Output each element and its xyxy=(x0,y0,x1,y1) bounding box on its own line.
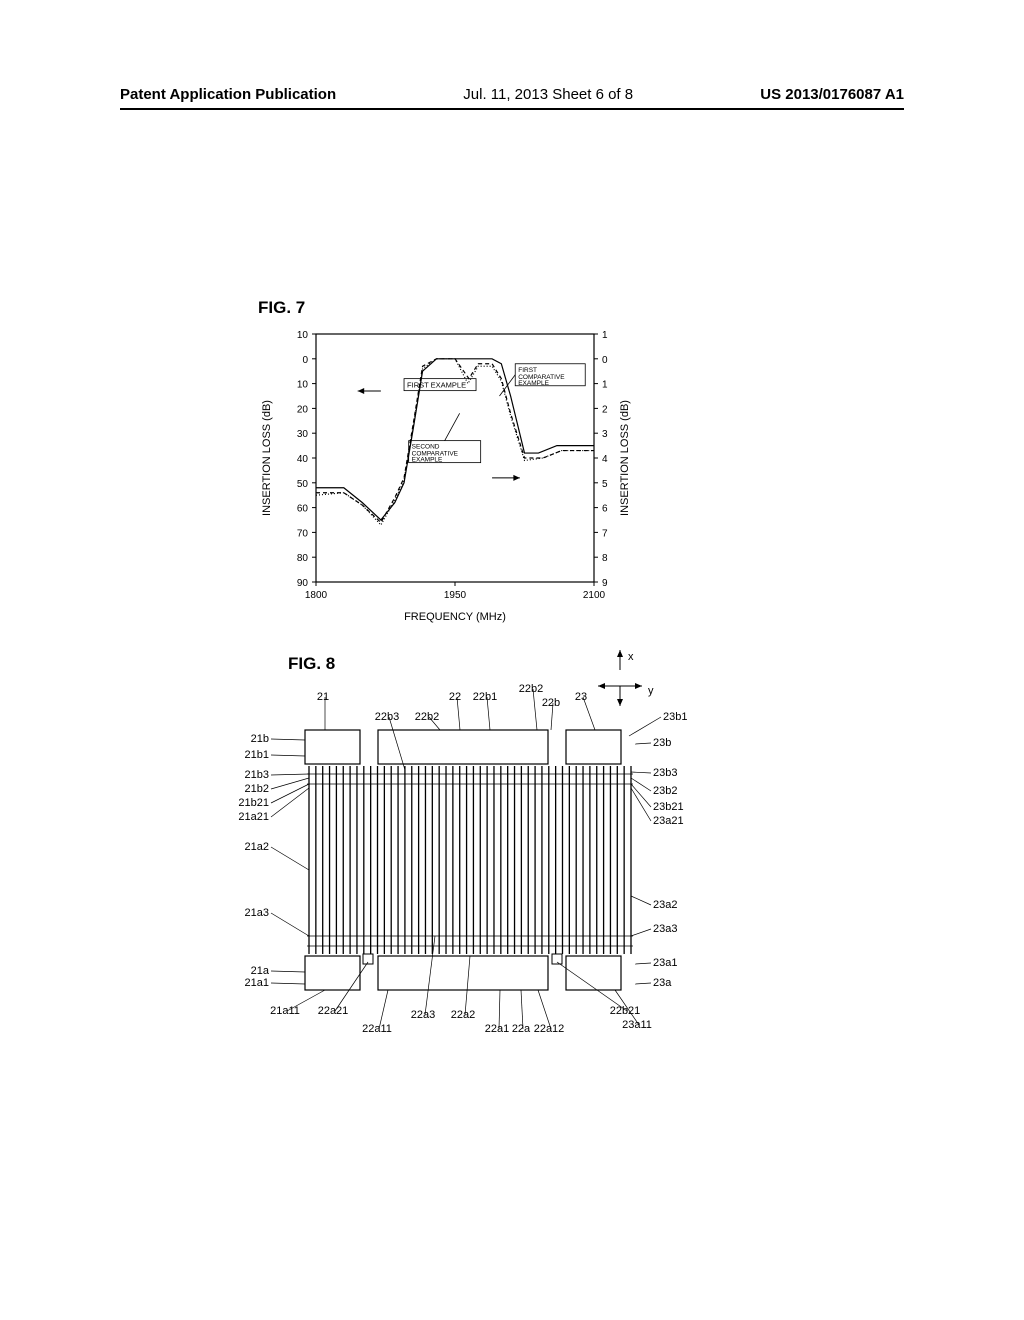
svg-text:23b2: 23b2 xyxy=(653,785,677,797)
svg-text:90: 90 xyxy=(297,578,309,589)
svg-text:23b21: 23b21 xyxy=(653,801,684,813)
svg-text:22a12: 22a12 xyxy=(534,1023,565,1035)
svg-text:22b21: 22b21 xyxy=(610,1005,641,1017)
svg-text:22b2: 22b2 xyxy=(519,683,543,695)
svg-text:21: 21 xyxy=(317,691,329,703)
header-center: Jul. 11, 2013 Sheet 6 of 8 xyxy=(463,86,633,103)
svg-text:23: 23 xyxy=(575,691,587,703)
svg-text:EXAMPLE: EXAMPLE xyxy=(518,380,549,387)
svg-text:7: 7 xyxy=(602,528,608,539)
svg-text:22a1: 22a1 xyxy=(485,1023,509,1035)
svg-text:y: y xyxy=(648,685,654,697)
svg-text:SECOND: SECOND xyxy=(412,444,440,451)
figure-8: FIG. 8 x y 21 22 22b1 22b2 22b 23 22b3 22b2 23b1 21… xyxy=(190,650,750,1130)
svg-text:22a3: 22a3 xyxy=(411,1009,435,1021)
svg-text:60: 60 xyxy=(297,504,309,515)
svg-text:21b1: 21b1 xyxy=(245,749,269,761)
svg-text:21a: 21a xyxy=(251,965,270,977)
fig8-title: FIG. 8 xyxy=(288,654,335,674)
figure-7: FIG. 7 100102030405060708090101234567891… xyxy=(258,298,636,622)
svg-text:23a2: 23a2 xyxy=(653,899,677,911)
svg-text:8: 8 xyxy=(602,553,608,564)
svg-text:22b: 22b xyxy=(542,697,560,709)
fig8-diagram: x y 21 22 22b1 22b2 22b 23 22b3 22b2 23b1 21b 21b1 21… xyxy=(190,650,750,1130)
page-header: Patent Application Publication Jul. 11, … xyxy=(0,86,1024,103)
svg-text:9: 9 xyxy=(602,578,608,589)
svg-text:23a3: 23a3 xyxy=(653,923,677,935)
svg-text:x: x xyxy=(628,651,634,663)
svg-text:70: 70 xyxy=(297,528,309,539)
header-left: Patent Application Publication xyxy=(120,86,336,103)
svg-text:21a11: 21a11 xyxy=(270,1005,300,1017)
svg-text:1: 1 xyxy=(602,380,608,391)
fig7-chart: 1001020304050607080901012345678918001950… xyxy=(258,326,636,626)
svg-text:22: 22 xyxy=(449,691,461,703)
svg-text:1: 1 xyxy=(602,330,608,341)
svg-text:21b2: 21b2 xyxy=(245,783,269,795)
svg-text:0: 0 xyxy=(302,355,308,366)
svg-text:21b3: 21b3 xyxy=(245,769,269,781)
header-rule xyxy=(120,108,904,110)
svg-text:INSERTION LOSS (dB): INSERTION LOSS (dB) xyxy=(619,400,631,516)
header-right: US 2013/0176087 A1 xyxy=(760,86,904,103)
svg-text:23b: 23b xyxy=(653,737,671,749)
svg-text:3: 3 xyxy=(602,429,608,440)
svg-text:21a2: 21a2 xyxy=(245,841,269,853)
svg-text:23a11: 23a11 xyxy=(622,1019,652,1031)
svg-text:21b: 21b xyxy=(251,733,269,745)
svg-text:22b2: 22b2 xyxy=(415,711,439,723)
fig7-title: FIG. 7 xyxy=(258,298,636,318)
svg-text:21b21: 21b21 xyxy=(238,797,269,809)
svg-text:23a1: 23a1 xyxy=(653,957,677,969)
svg-text:22a21: 22a21 xyxy=(318,1005,349,1017)
svg-text:22b1: 22b1 xyxy=(473,691,497,703)
svg-text:10: 10 xyxy=(297,330,309,341)
svg-text:21a1: 21a1 xyxy=(245,977,269,989)
svg-text:2100: 2100 xyxy=(583,590,606,601)
svg-text:FIRST: FIRST xyxy=(518,367,537,374)
svg-text:4: 4 xyxy=(602,454,608,465)
svg-text:23b3: 23b3 xyxy=(653,767,677,779)
svg-text:22a: 22a xyxy=(512,1023,531,1035)
svg-text:80: 80 xyxy=(297,553,309,564)
svg-text:50: 50 xyxy=(297,479,309,490)
svg-text:1800: 1800 xyxy=(305,590,328,601)
svg-text:22a2: 22a2 xyxy=(451,1009,475,1021)
svg-text:22a11: 22a11 xyxy=(362,1023,392,1035)
svg-text:30: 30 xyxy=(297,429,309,440)
svg-text:23a21: 23a21 xyxy=(653,815,684,827)
svg-text:21a21: 21a21 xyxy=(238,811,269,823)
svg-text:23b1: 23b1 xyxy=(663,711,687,723)
svg-text:FIRST EXAMPLE: FIRST EXAMPLE xyxy=(407,381,466,390)
svg-text:2: 2 xyxy=(602,404,608,415)
svg-text:6: 6 xyxy=(602,504,608,515)
svg-text:20: 20 xyxy=(297,404,309,415)
svg-text:22b3: 22b3 xyxy=(375,711,399,723)
svg-text:5: 5 xyxy=(602,479,608,490)
svg-text:40: 40 xyxy=(297,454,309,465)
svg-text:0: 0 xyxy=(602,355,608,366)
svg-text:INSERTION LOSS (dB): INSERTION LOSS (dB) xyxy=(261,400,273,516)
svg-text:FREQUENCY (MHz): FREQUENCY (MHz) xyxy=(404,611,506,623)
svg-text:1950: 1950 xyxy=(444,590,467,601)
svg-text:EXAMPLE: EXAMPLE xyxy=(412,457,443,464)
svg-text:21a3: 21a3 xyxy=(245,907,269,919)
svg-text:23a: 23a xyxy=(653,977,672,989)
svg-text:10: 10 xyxy=(297,380,309,391)
